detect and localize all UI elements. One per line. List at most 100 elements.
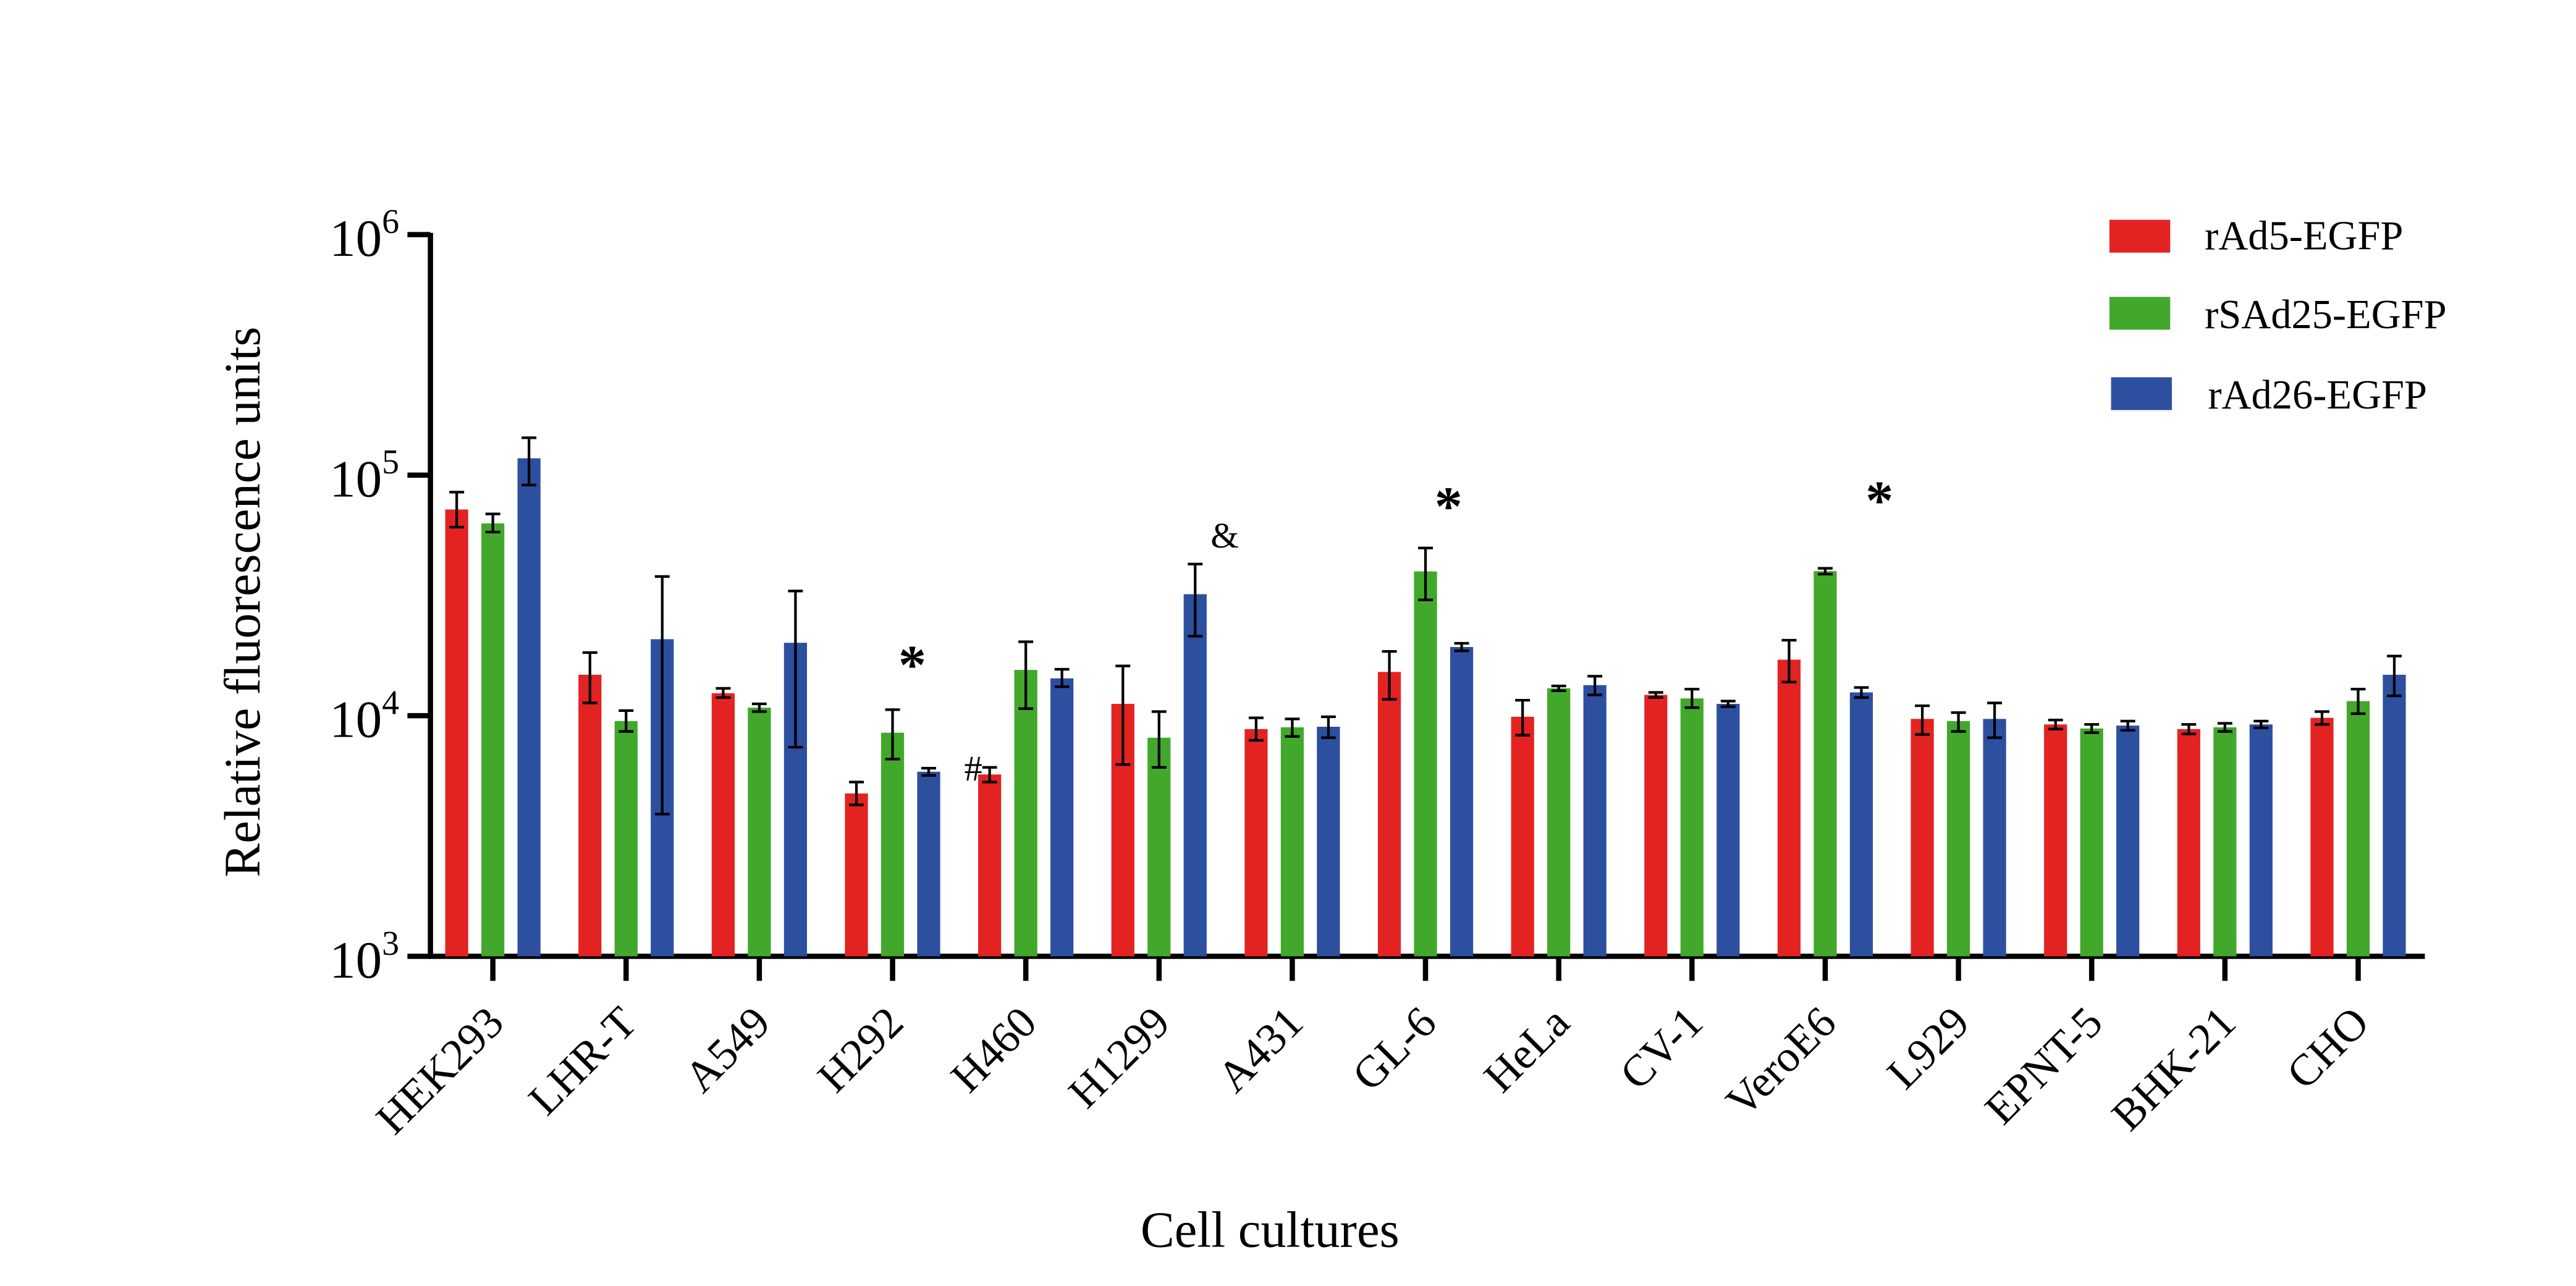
x-tick-label: A431 [1208, 997, 1312, 1102]
error-bar [1648, 691, 1663, 699]
error-bar [2314, 710, 2329, 726]
legend-item-rsad25: rSAd25-EGFP [2109, 292, 2447, 337]
annotation-asterisk: * [1435, 476, 1463, 538]
bar-h292-rad5-egfp [845, 793, 868, 957]
error-bar [2217, 722, 2232, 733]
legend-item-rad26: rAd26-EGFP [2111, 373, 2427, 418]
bar-hek293-rad5-egfp [445, 509, 468, 957]
bar-a549-rad5-egfp [711, 693, 735, 957]
bar-epnt-5-rad26-egfp [2116, 725, 2140, 957]
error-bar [1854, 686, 1869, 699]
bar-cho-rad26-egfp [2383, 674, 2406, 957]
bar-veroe6-rad26-egfp [1849, 692, 1873, 957]
error-bar [982, 766, 997, 784]
error-bar [1115, 664, 1131, 766]
bar-cho-rsad25-egfp [2346, 701, 2370, 957]
error-bar [2350, 687, 2366, 715]
bar-hela-rad5-egfp [1511, 716, 1534, 957]
error-bar [485, 512, 500, 534]
bar-a431-rsad25-egfp [1280, 727, 1304, 957]
x-ticks: HEK293 LHR-T A549 H292 H460 H1299 A431 GL-6 HeLa… [366, 956, 2378, 1143]
x-tick-label: CV-1 [1610, 997, 1712, 1099]
legend-label-rad26: rAd26-EGFP [2208, 373, 2426, 418]
x-tick-label: EPNT-5 [1975, 997, 2112, 1134]
x-tick-label: GL-6 [1343, 997, 1446, 1100]
error-bar [1915, 704, 1930, 736]
error-bar [751, 702, 767, 713]
bar-l929-rad26-egfp [1983, 719, 2006, 957]
error-bar [619, 709, 634, 733]
error-bar [2120, 719, 2135, 732]
error-bar [1018, 640, 1034, 710]
bar-bhk-21-rad26-egfp [2249, 724, 2273, 957]
bar-gl-6-rsad25-egfp [1414, 571, 1437, 957]
bar-h292-rad26-egfp [917, 771, 940, 957]
bar-h292-rsad25-egfp [880, 732, 905, 957]
error-bar [2253, 719, 2269, 730]
bar-epnt-5-rad5-egfp [2044, 724, 2067, 957]
x-tick-label: HEK293 [366, 997, 513, 1144]
legend-swatch-rad26 [2111, 377, 2172, 410]
error-bar [2084, 723, 2100, 734]
x-tick-label: H1299 [1059, 997, 1180, 1117]
error-bar [716, 687, 731, 699]
error-bar [2048, 718, 2063, 730]
y-ticks: 103 104 105 106 [329, 203, 431, 989]
x-tick-label: VeroE6 [1717, 997, 1846, 1126]
error-bar [654, 575, 670, 816]
y-tick-label: 103 [329, 924, 399, 989]
bar-a431-rad5-egfp [1244, 729, 1268, 957]
bar-l929-rsad25-egfp [1946, 721, 1970, 957]
y-tick-label: 105 [329, 443, 399, 508]
error-bar [1720, 700, 1736, 708]
legend-swatch-rad5 [2109, 219, 2171, 253]
error-bar [1151, 710, 1167, 769]
x-tick-label: LHR-T [519, 997, 646, 1125]
bar-hela-rsad25-egfp [1547, 688, 1571, 957]
bar-cv-1-rad26-egfp [1717, 704, 1740, 957]
legend-label-rsad25: rSAd25-EGFP [2205, 292, 2446, 337]
bar-h460-rad26-egfp [1050, 678, 1074, 957]
error-bar [1551, 684, 1566, 692]
bar-bhk-21-rad5-egfp [2177, 729, 2200, 957]
x-tick-label: BHK-21 [2102, 997, 2245, 1140]
bar-hek293-rsad25-egfp [481, 523, 505, 957]
bar-gl-6-rad5-egfp [1377, 672, 1401, 957]
annotation-hash: # [964, 748, 982, 789]
error-bar [1188, 562, 1203, 638]
error-bar [1320, 715, 1336, 739]
bar-a431-rad26-egfp [1317, 726, 1340, 957]
x-tick-label: H460 [941, 997, 1045, 1102]
y-tick-label: 104 [329, 684, 399, 749]
bar-lhr-t-rad5-egfp [578, 674, 602, 957]
bar-gl-6-rad26-egfp [1450, 647, 1474, 957]
error-bar [1987, 701, 2003, 739]
x-tick-label: CHO [2277, 997, 2378, 1099]
error-bar [522, 436, 537, 486]
error-bar [1382, 650, 1397, 701]
x-axis-label: Cell cultures [1141, 1201, 1400, 1258]
x-tick-label: H292 [808, 997, 913, 1102]
y-axis-label: Relative fluorescence units [214, 327, 271, 878]
legend-item-rad5: rAd5-EGFP [2109, 214, 2403, 259]
bar-h1299-rsad25-egfp [1147, 737, 1171, 957]
error-bar [1418, 546, 1434, 601]
error-bar [449, 491, 465, 529]
error-bar [788, 590, 803, 749]
error-bar [1248, 716, 1264, 742]
x-tick-label: L929 [1877, 997, 1978, 1098]
error-bar [849, 780, 864, 806]
bar-cv-1-rsad25-egfp [1680, 698, 1704, 957]
legend-label-rad5: rAd5-EGFP [2205, 214, 2403, 259]
bar-veroe6-rad5-egfp [1777, 659, 1801, 957]
error-bar [2181, 723, 2197, 735]
error-bar [1285, 717, 1300, 738]
bar-bhk-21-rsad25-egfp [2213, 727, 2237, 957]
bar-marks [445, 458, 2406, 957]
annotation-ampersand: & [1210, 515, 1239, 556]
bar-h460-rad5-egfp [978, 774, 1002, 957]
error-bar [1515, 698, 1531, 737]
error-bar [1587, 675, 1603, 696]
annotation-asterisk: * [898, 634, 926, 696]
bar-hela-rad26-egfp [1583, 685, 1607, 957]
